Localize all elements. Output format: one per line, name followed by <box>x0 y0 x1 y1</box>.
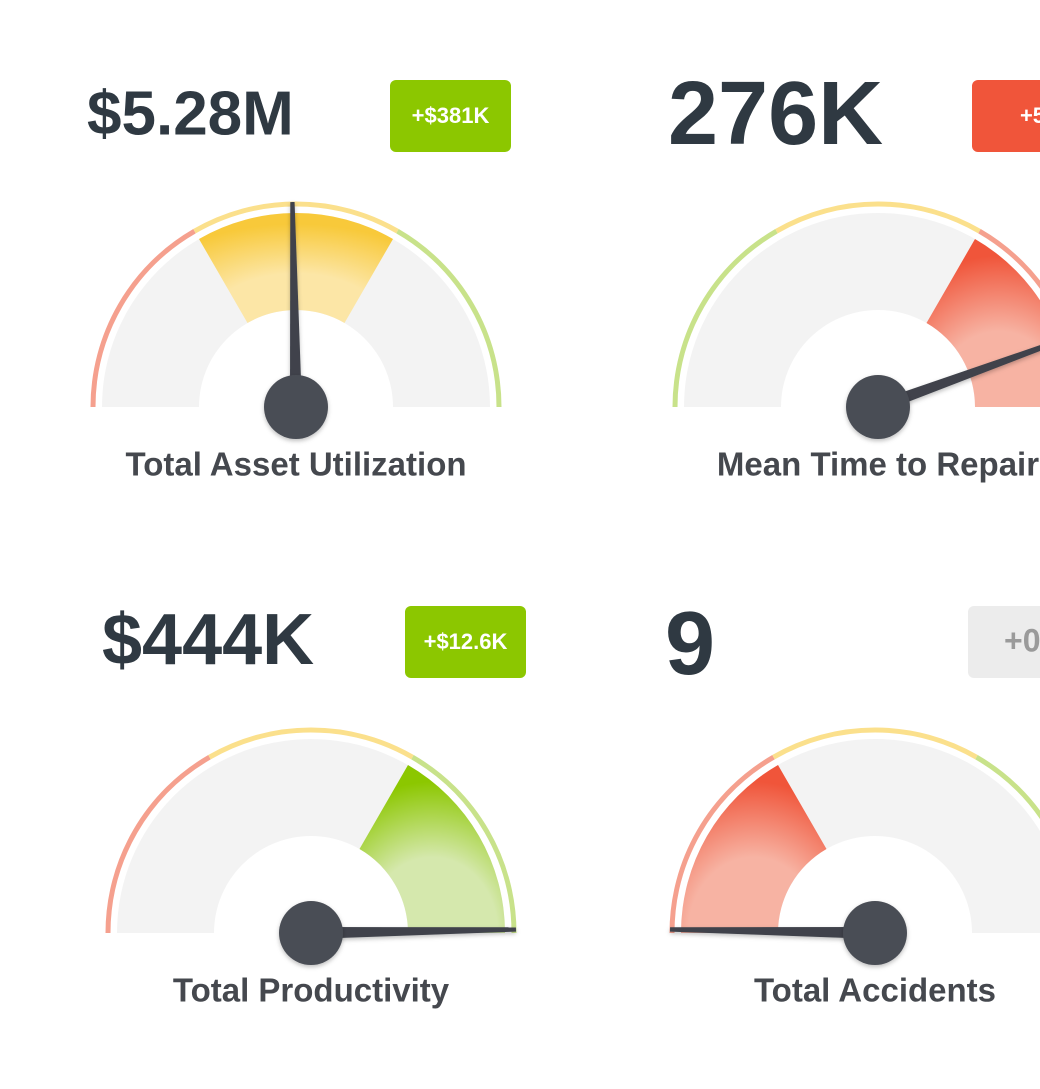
gauge-band <box>90 229 196 408</box>
gauge-band <box>193 201 399 234</box>
change-badge <box>972 80 1040 152</box>
gauge-band <box>208 727 414 760</box>
kpi-card: $444K +$12.6K Total Productivity <box>102 600 526 1009</box>
gauge-band <box>975 755 1040 820</box>
change-badge <box>390 80 511 152</box>
gauge-band <box>396 229 502 408</box>
gauge-hub <box>846 375 910 439</box>
kpi-card: 9 +0 Total Accidents <box>665 594 1040 1009</box>
kpi-value: 276K <box>668 64 883 164</box>
gauge-hub <box>279 901 343 965</box>
gauge-band <box>978 229 1040 289</box>
gauge-label: Total Asset Utilization <box>125 446 466 483</box>
gauge-needle <box>875 345 1040 413</box>
change-text: +$12.6K <box>424 629 508 654</box>
gauge-hub <box>843 901 907 965</box>
gauge-zone <box>359 764 505 933</box>
gauge-body <box>684 213 1040 407</box>
change-text: +0 <box>1004 622 1040 658</box>
gauge-band <box>772 727 978 760</box>
gauge-hub <box>264 375 328 439</box>
gauge-needle <box>670 927 876 939</box>
gauge-band <box>672 229 778 408</box>
kpi-value: $5.28M <box>87 79 294 148</box>
kpi-card: $5.28M +$381K Total Asset Utilization <box>87 79 511 483</box>
change-badge <box>968 606 1040 678</box>
gauge-label: Total Productivity <box>173 972 450 1009</box>
gauge-needle <box>310 927 516 939</box>
change-text: +5 <box>1020 103 1040 128</box>
gauge-label: Total Accidents <box>754 972 996 1009</box>
gauge-band <box>411 755 517 934</box>
gauge-band <box>669 755 775 934</box>
gauge-zone <box>926 238 1040 407</box>
gauge-label: Mean Time to Repair <box>717 446 1039 483</box>
kpi-value: $444K <box>102 600 314 680</box>
change-text: +$381K <box>412 103 490 128</box>
gauge-band <box>775 201 981 234</box>
gauge-needle <box>290 202 302 408</box>
kpi-value: 9 <box>665 594 715 694</box>
gauge-zone <box>681 764 827 933</box>
change-badge <box>405 606 526 678</box>
gauge-band <box>105 755 211 934</box>
kpi-card: 276K +5 Mean Time to Repair <box>668 64 1040 483</box>
